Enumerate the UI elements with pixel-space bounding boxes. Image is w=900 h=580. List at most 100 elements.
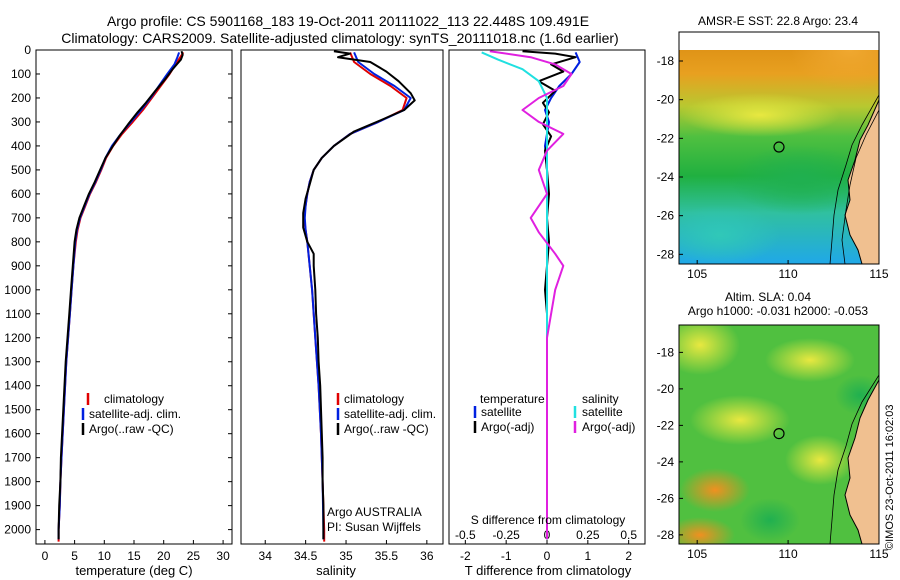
depth-tick-label: 800 [11,235,31,249]
lat-tick-label: -28 [657,247,675,261]
sst-bathymetry-line [829,94,879,264]
x-tick-label: 34.5 [294,549,318,563]
x-tick-label: 34 [259,549,273,563]
sla-map-title-1: Altim. SLA: 0.04 [725,290,811,304]
sst-cyan-patch [679,205,780,264]
legend-satellite-label: satellite-adj. clim. [344,407,436,421]
legend-t-argo-label: Argo(-adj) [481,420,534,434]
header-line-1: Argo profile: CS 5901168_183 19-Oct-2011… [107,13,589,29]
sla-orange-patch [680,468,750,512]
legend-climatology-label: climatology [104,392,164,406]
series-line-satellite-S-diff [481,51,548,540]
series-line-argo [57,50,184,540]
sst-argo-position-marker [773,141,785,153]
sst-map-panel: AMSR-E SST: 22.8 Argo: 23.4 105 110 115 -18… [657,14,889,281]
depth-tick-label: 1900 [4,499,31,513]
temperature-series [57,50,185,542]
x-tick-label: 25 [187,549,201,563]
s-tick-label: -0.5 [455,528,476,542]
x-tick-label: -2 [460,549,471,563]
depth-tick-label: 0 [24,43,31,57]
depth-tick-label: 400 [11,139,31,153]
depth-tick-label: 2000 [4,523,31,537]
lat-tick-label: -22 [657,418,675,432]
sst-warm-patch [790,50,879,90]
s-tick-label: -0.25 [492,528,520,542]
lat-tick-label: -24 [657,170,675,184]
x-tick-label: -1 [501,549,512,563]
lon-tick-label: 105 [687,547,707,561]
difference-panel: -2 -1 0 1 2 -0.5 -0.25 0 0.25 0.5 S difference f… [448,49,646,578]
temperature-x-label: temperature (deg C) [75,563,192,578]
difference-legend: temperature satellite Argo(-adj) salinit… [473,392,635,434]
depth-tick-label: 1600 [4,427,31,441]
salinity-legend: climatology satellite-adj. clim. Argo(..… [336,392,436,436]
sla-yellow-patch [765,338,855,382]
sla-map-title-2: Argo h1000: -0.031 h2000: -0.053 [688,304,868,318]
x-tick-label: 5 [71,549,78,563]
sla-bathymetry-line [829,374,879,544]
temperature-axes-frame [35,49,233,545]
sst-coastline-land [844,99,879,264]
imos-credit: ©IMOS 23-Oct-2011 16:02:03 [884,405,896,550]
sla-coastline-land [844,379,879,544]
temperature-x-ticks: 0 5 10 15 20 25 30 [42,540,230,563]
series-line-argo [302,50,416,540]
t-difference-x-label: T difference from climatology [465,563,632,578]
argo-program-annotation: Argo AUSTRALIA [327,505,422,519]
lon-tick-label: 105 [687,267,707,281]
legend-t-satellite-label: satellite [481,405,522,419]
lon-tick-label: 110 [779,547,798,561]
legend-salinity-heading: salinity [582,392,619,406]
depth-tick-label: 100 [11,67,31,81]
x-tick-label: 2 [625,549,632,563]
s-tick-label: 0.25 [576,528,600,542]
legend-climatology-label: climatology [344,392,404,406]
x-tick-label: 15 [127,549,141,563]
depth-tick-label: 900 [11,259,31,273]
sla-orange-patch [679,517,735,544]
lat-tick-label: -26 [657,491,675,505]
temperature-panel: 0100200300400500600700800900100011001200… [4,43,645,578]
depth-tick-label: 600 [11,187,31,201]
lat-tick-label: -26 [657,209,675,223]
s-tick-label: 0.5 [620,528,637,542]
legend-s-argo-label: Argo(-adj) [582,420,635,434]
legend-s-satellite-label: satellite [582,405,623,419]
sla-green-patch [740,498,800,542]
x-tick-label: 30 [216,549,230,563]
salinity-series [302,50,416,542]
x-tick-label: 20 [157,549,171,563]
depth-tick-label: 1200 [4,331,31,345]
depth-tick-label: 500 [11,163,31,177]
sst-bathymetry-line-2 [841,109,879,264]
salinity-x-label: salinity [316,563,356,578]
depth-tick-label: 1000 [4,283,31,297]
sst-green-patch [730,145,870,215]
sst-axes-frame [678,31,880,265]
series-line-argo-S-diff [489,50,573,540]
lon-tick-label: 115 [869,547,888,561]
legend-temperature-heading: temperature [480,392,545,406]
legend-argo-label: Argo(..raw -QC) [344,422,429,436]
salinity-axes-frame [240,49,444,545]
sla-yellow-patch [690,395,790,445]
sla-yellow-patch [679,325,740,375]
depth-tick-label: 1400 [4,379,31,393]
x-tick-label: 36 [420,549,434,563]
salinity-panel: 34 34.5 35 35.5 36 salinity climatology sate… [240,49,444,578]
salinity-x-ticks: 34 34.5 35 35.5 36 [259,540,434,563]
difference-series [481,50,581,540]
lat-tick-label: -20 [657,382,675,396]
depth-tick-label: 1800 [4,475,31,489]
legend-satellite-label: satellite-adj. clim. [89,407,181,421]
sla-argo-position-marker [773,427,785,440]
x-tick-label: 0 [544,549,551,563]
sst-axis-ticks: 105 110 115 -18 -20 -22 -24 -26 -28 [657,54,889,281]
header-line-2: Climatology: CARS2009. Satellite-adjuste… [61,30,618,46]
depth-tick-label: 1300 [4,355,31,369]
x-tick-label: 1 [584,549,591,563]
lat-tick-label: -18 [657,54,675,68]
depth-tick-label: 1100 [5,307,31,321]
x-tick-label: 35 [339,549,353,563]
